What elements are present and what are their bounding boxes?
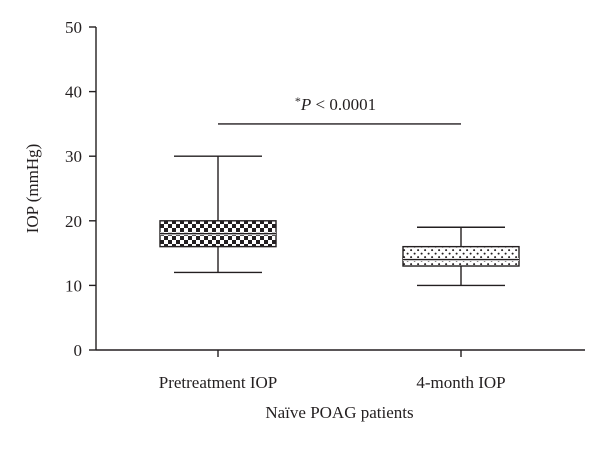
y-axis-label: IOP (mmHg) — [23, 144, 42, 234]
y-ticks: 0 10 20 30 40 50 — [65, 18, 96, 360]
y-tick-label: 0 — [74, 341, 83, 360]
x-ticks: Pretreatment IOP 4-month IOP — [159, 350, 506, 392]
significance-value: < 0.0001 — [311, 95, 376, 114]
x-axis-label: Naïve POAG patients — [265, 403, 413, 422]
y-tick-label: 10 — [65, 276, 82, 295]
significance-star: * — [295, 94, 301, 108]
significance-p: P — [300, 95, 311, 114]
box-iqr — [402, 245, 520, 267]
y-tick-label: 30 — [65, 147, 82, 166]
boxes — [159, 155, 520, 287]
y-tick-label: 20 — [65, 212, 82, 231]
y-tick-label: 50 — [65, 18, 82, 37]
x-tick-label: 4-month IOP — [416, 373, 505, 392]
box-group — [402, 226, 520, 287]
axes — [95, 27, 585, 351]
x-tick-label: Pretreatment IOP — [159, 373, 278, 392]
box-group — [159, 155, 277, 274]
significance-annotation: *P < 0.0001 — [218, 94, 461, 125]
y-tick-label: 40 — [65, 83, 82, 102]
significance-label: *P < 0.0001 — [295, 94, 376, 114]
